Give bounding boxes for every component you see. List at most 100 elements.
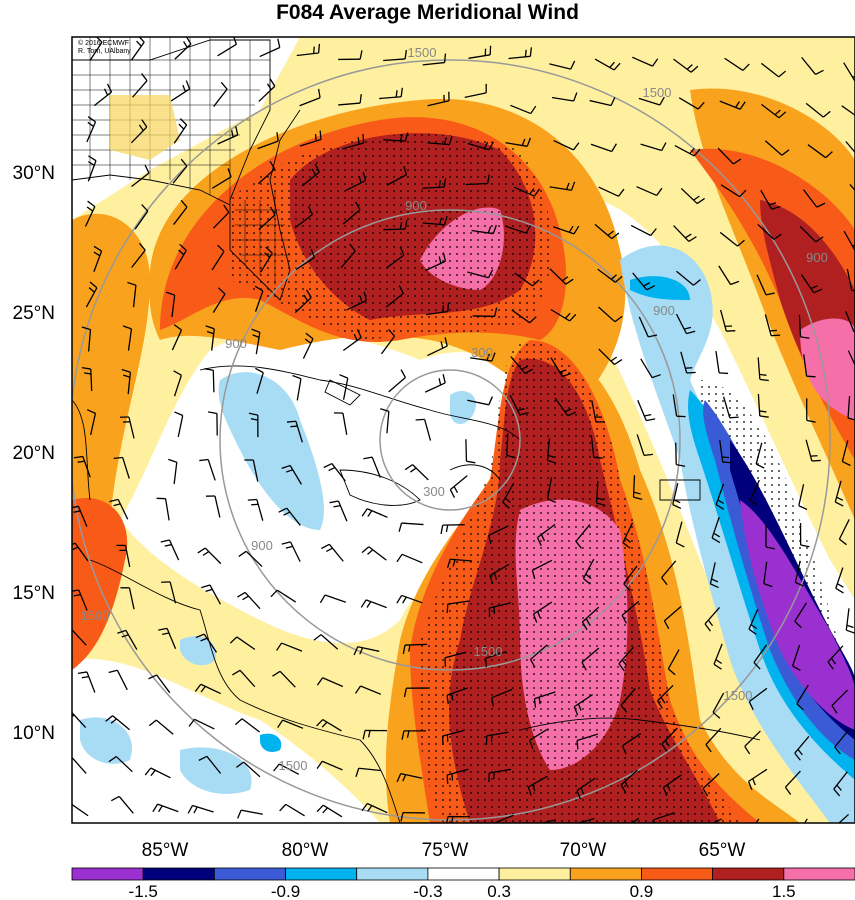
colorbar-swatch bbox=[641, 867, 714, 881]
wind-barb bbox=[722, 396, 739, 419]
wind-barb bbox=[174, 243, 187, 270]
wind-barb bbox=[171, 324, 183, 351]
wind-barb bbox=[845, 311, 855, 333]
wind-barb bbox=[84, 200, 96, 227]
wind-barb bbox=[422, 53, 447, 66]
wind-barb bbox=[201, 584, 222, 605]
wind-barb bbox=[719, 440, 732, 464]
wind-barb bbox=[656, 684, 674, 709]
wind-barb bbox=[468, 45, 492, 59]
wind-barb bbox=[465, 439, 476, 464]
wind-barb bbox=[446, 768, 469, 785]
wind-barb bbox=[798, 314, 810, 339]
wind-barb bbox=[449, 475, 468, 498]
wind-barb bbox=[108, 756, 133, 773]
wind-barb bbox=[532, 601, 553, 623]
wind-barbs bbox=[72, 37, 855, 823]
wind-barb bbox=[281, 464, 302, 485]
wind-barb bbox=[72, 505, 88, 527]
wind-barb bbox=[294, 206, 314, 229]
wind-barb bbox=[72, 628, 87, 646]
wind-barb bbox=[86, 116, 97, 143]
wind-barb bbox=[549, 268, 574, 285]
wind-barb bbox=[198, 755, 222, 774]
wind-barb bbox=[667, 649, 680, 676]
wind-barb bbox=[362, 729, 388, 740]
wind-barb bbox=[363, 456, 381, 478]
wind-barb bbox=[757, 393, 769, 418]
wind-barb bbox=[838, 813, 849, 823]
wind-barb bbox=[72, 711, 87, 729]
wind-barb bbox=[484, 651, 507, 668]
wind-barb bbox=[260, 246, 273, 273]
wind-barb bbox=[427, 135, 453, 146]
wind-barb bbox=[342, 133, 365, 150]
wind-barb bbox=[653, 812, 675, 823]
wind-barb bbox=[152, 803, 179, 813]
wind-barb bbox=[551, 92, 578, 102]
wind-barb bbox=[87, 155, 97, 182]
lat-label: 10°N bbox=[13, 723, 55, 744]
wind-barb bbox=[286, 420, 303, 443]
colorbar-swatch bbox=[71, 867, 144, 881]
wind-barb bbox=[623, 565, 638, 591]
colorbar-tick-label: -0.3 bbox=[413, 882, 442, 900]
wind-barb bbox=[663, 605, 682, 630]
lon-label: 75°W bbox=[422, 840, 469, 861]
wind-barb bbox=[116, 544, 131, 568]
lat-label: 15°N bbox=[13, 583, 55, 604]
wind-barb bbox=[591, 400, 605, 423]
wind-barb bbox=[340, 243, 356, 269]
wind-barb bbox=[212, 204, 230, 229]
wind-barb bbox=[338, 50, 363, 61]
wind-barb bbox=[622, 522, 634, 549]
wind-barb bbox=[72, 542, 89, 562]
wind-barb bbox=[801, 56, 824, 76]
range-rings bbox=[72, 59, 831, 821]
wind-barb bbox=[847, 350, 855, 367]
wind-barb bbox=[582, 558, 595, 585]
wind-barb bbox=[396, 594, 423, 604]
wind-barb bbox=[527, 775, 548, 796]
wind-barb bbox=[174, 411, 184, 438]
wind-barb bbox=[491, 688, 513, 707]
wind-barb bbox=[749, 479, 760, 506]
wind-barb bbox=[755, 818, 760, 823]
wind-barb bbox=[108, 669, 128, 691]
lon-label: 80°W bbox=[282, 840, 329, 861]
wind-barb bbox=[638, 96, 665, 106]
wind-barb bbox=[401, 730, 426, 740]
wind-barb bbox=[383, 132, 409, 142]
wind-barb bbox=[747, 768, 768, 790]
wind-barb bbox=[276, 642, 303, 652]
lat-label: 20°N bbox=[13, 443, 55, 464]
wind-barb bbox=[211, 168, 232, 189]
wind-barb bbox=[199, 458, 216, 481]
wind-barb bbox=[748, 687, 768, 711]
colorbar-swatch bbox=[213, 867, 286, 881]
field-lightblue-patch-3 bbox=[180, 636, 216, 666]
wind-barb bbox=[576, 777, 596, 800]
wind-barb bbox=[259, 38, 281, 58]
wind-barb bbox=[620, 769, 638, 793]
wind-barb bbox=[388, 369, 406, 393]
wind-barb bbox=[756, 274, 775, 296]
wind-barb bbox=[85, 281, 98, 308]
wind-barb bbox=[513, 186, 541, 197]
wind-barb bbox=[323, 462, 346, 482]
contour-label: 900 bbox=[225, 336, 247, 351]
wind-barb bbox=[354, 685, 382, 695]
wind-barb bbox=[632, 475, 643, 501]
wind-barb bbox=[257, 160, 276, 185]
wind-barb bbox=[467, 269, 494, 279]
wind-barb bbox=[156, 497, 170, 521]
wind-barb bbox=[618, 646, 634, 672]
wind-barb bbox=[510, 104, 537, 115]
wind-barb bbox=[168, 458, 178, 485]
wind-barb bbox=[385, 285, 404, 308]
wind-barb bbox=[533, 691, 556, 708]
wind-barb bbox=[400, 811, 425, 822]
field-pink-northeast bbox=[800, 318, 855, 420]
wind-barb bbox=[81, 326, 92, 352]
wind-barb bbox=[711, 818, 722, 823]
